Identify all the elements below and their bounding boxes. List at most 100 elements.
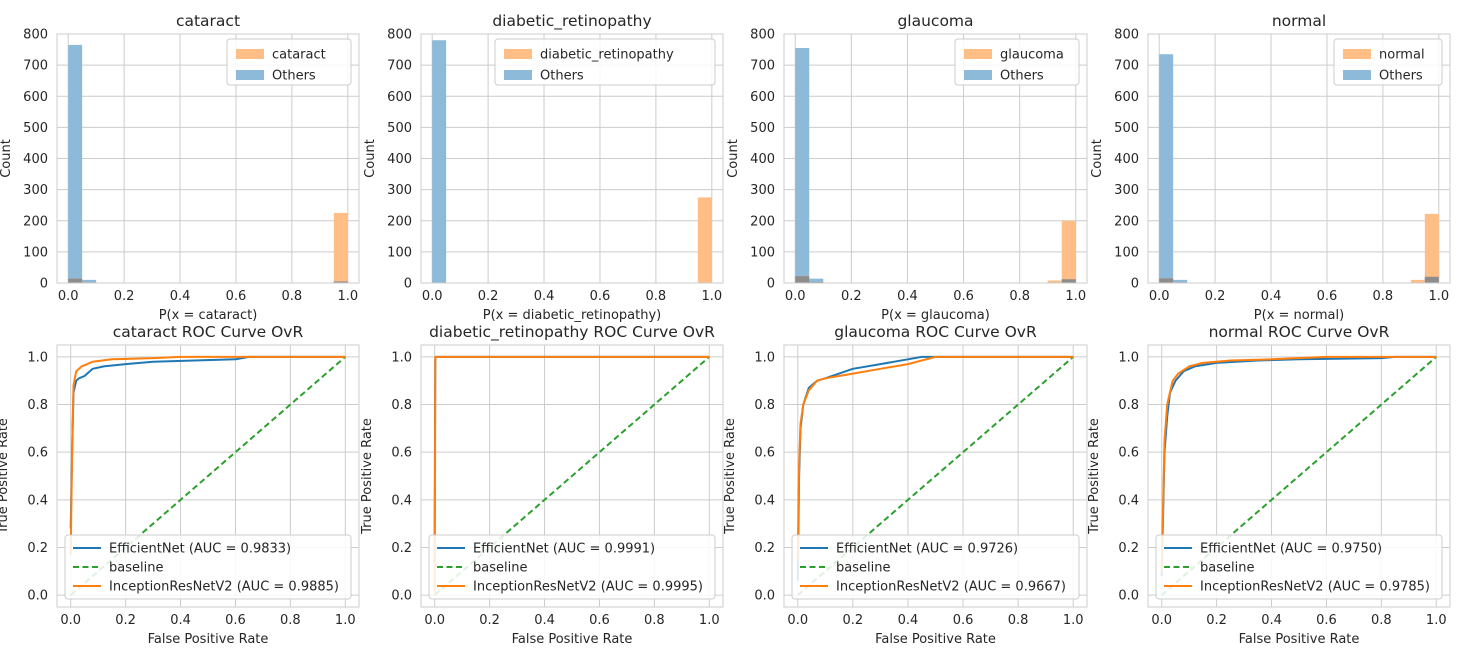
y-tick-label: 0.8 bbox=[391, 398, 412, 413]
legend-label: Others bbox=[272, 69, 316, 84]
x-tick-label: 0.2 bbox=[114, 289, 135, 304]
roc-line-inceptionresnetv2 bbox=[796, 355, 1074, 560]
y-axis-label: True Positive Rate bbox=[1087, 418, 1102, 535]
legend: glaucoma Others bbox=[954, 38, 1080, 86]
y-tick-label: 500 bbox=[750, 121, 775, 136]
x-axis-label: False Positive Rate bbox=[875, 632, 996, 647]
x-tick-label: 0.0 bbox=[422, 289, 443, 304]
y-tick-label: 0.6 bbox=[391, 446, 412, 461]
panel-title: diabetic_retinopathy bbox=[492, 12, 651, 31]
legend-swatch bbox=[964, 49, 992, 59]
roc-panel-2: 0.0 0.2 0.4 0.6 0.8 1.0 0.0 0.2 0.4 0.6 0.8 1.0 diab… bbox=[360, 323, 724, 647]
panel-title: glaucoma ROC Curve OvR bbox=[834, 323, 1037, 341]
bar-overlap bbox=[795, 276, 810, 283]
y-tick-label: 200 bbox=[1114, 214, 1139, 229]
legend-label: EfficientNet (AUC = 0.9726) bbox=[836, 542, 1018, 557]
x-tick-label: 0.8 bbox=[1008, 613, 1029, 628]
axes-frame bbox=[420, 33, 724, 284]
y-tick-label: 300 bbox=[23, 183, 48, 198]
histogram-panel-3: 0.0 0.2 0.4 0.6 0.8 1.0 0 100 200 300 400 500 600 700… bbox=[726, 12, 1088, 323]
legend-label: Others bbox=[1379, 69, 1423, 84]
y-tick-label: 500 bbox=[1114, 121, 1139, 136]
legend-label: baseline bbox=[109, 561, 163, 576]
x-tick-label: 0.8 bbox=[1371, 613, 1392, 628]
x-tick-label: 0.6 bbox=[953, 613, 974, 628]
x-tick-label: 0.2 bbox=[841, 289, 862, 304]
x-tick-label: 0.8 bbox=[282, 289, 303, 304]
x-axis-label: P(x = glaucoma) bbox=[881, 308, 990, 323]
legend-label: baseline bbox=[473, 561, 527, 576]
y-tick-label: 0.6 bbox=[754, 446, 775, 461]
x-tick-label: 0.2 bbox=[478, 289, 499, 304]
bar-class bbox=[1061, 220, 1076, 283]
data-layer bbox=[68, 44, 348, 283]
y-tick-label: 0.8 bbox=[1118, 398, 1139, 413]
panel-title: glaucoma bbox=[897, 12, 973, 30]
y-tick-label: 200 bbox=[750, 214, 775, 229]
legend-swatch bbox=[236, 49, 264, 59]
y-tick-label: 600 bbox=[387, 90, 412, 105]
y-tick-label: 1.0 bbox=[27, 350, 48, 365]
bar-overlap bbox=[333, 281, 348, 283]
y-tick-label: 0.6 bbox=[27, 446, 48, 461]
bar-overlap bbox=[1159, 278, 1174, 283]
y-tick-label: 0.2 bbox=[27, 541, 48, 556]
data-layer bbox=[1159, 54, 1439, 283]
legend-swatch bbox=[236, 70, 264, 80]
legend-label: cataract bbox=[272, 48, 326, 63]
x-tick-label: 0.8 bbox=[1373, 289, 1394, 304]
legend-swatch bbox=[504, 70, 532, 80]
x-tick-label: 0.0 bbox=[785, 289, 806, 304]
x-axis-label: False Positive Rate bbox=[1239, 632, 1360, 647]
roc-line-inceptionresnetv2 bbox=[433, 355, 710, 596]
panel-title: diabetic_retinopathy ROC Curve OvR bbox=[429, 323, 715, 342]
bar-others bbox=[1159, 54, 1174, 283]
histogram-panel-1: 0.0 0.2 0.4 0.6 0.8 1.0 0 100 200 300 400 500 600 700… bbox=[0, 12, 360, 323]
x-tick-label: 0.6 bbox=[589, 613, 610, 628]
y-tick-label: 800 bbox=[1114, 28, 1139, 43]
y-tick-label: 1.0 bbox=[754, 350, 775, 365]
y-tick-label: 100 bbox=[1114, 245, 1139, 260]
legend-swatch bbox=[504, 49, 532, 59]
legend-box bbox=[64, 534, 352, 600]
panel-title: cataract bbox=[176, 12, 240, 30]
y-tick-label: 0.0 bbox=[1118, 589, 1139, 604]
x-tick-label: 0.4 bbox=[897, 289, 918, 304]
x-tick-label: 0.4 bbox=[1261, 613, 1282, 628]
bar-overlap bbox=[68, 278, 83, 283]
x-tick-label: 1.0 bbox=[335, 613, 356, 628]
y-tick-label: 1.0 bbox=[391, 350, 412, 365]
x-tick-label: 0.8 bbox=[280, 613, 301, 628]
panel-title: cataract ROC Curve OvR bbox=[113, 323, 304, 341]
y-tick-label: 700 bbox=[750, 59, 775, 74]
y-tick-label: 400 bbox=[23, 152, 48, 167]
legend-box bbox=[1155, 534, 1443, 600]
x-tick-label: 0.0 bbox=[1149, 289, 1170, 304]
y-tick-label: 1.0 bbox=[1118, 350, 1139, 365]
bar-class bbox=[1047, 280, 1062, 283]
legend-label: InceptionResNetV2 (AUC = 0.9885) bbox=[109, 580, 339, 595]
histogram-panel-2: 0.0 0.2 0.4 0.6 0.8 1.0 0 100 200 300 400 500 600 700… bbox=[363, 12, 724, 323]
x-tick-label: 1.0 bbox=[1063, 613, 1084, 628]
legend: EfficientNet (AUC = 0.9726) baseline Incep… bbox=[791, 534, 1080, 600]
y-tick-label: 0.4 bbox=[391, 493, 412, 508]
x-tick-label: 0.6 bbox=[1317, 289, 1338, 304]
legend-label: Others bbox=[1000, 69, 1044, 84]
legend-box bbox=[494, 38, 716, 86]
x-tick-label: 0.6 bbox=[953, 289, 974, 304]
x-tick-label: 0.8 bbox=[644, 613, 665, 628]
x-tick-label: 1.0 bbox=[699, 613, 720, 628]
y-tick-label: 300 bbox=[750, 183, 775, 198]
legend: cataract Others bbox=[226, 38, 352, 86]
y-tick-label: 700 bbox=[387, 59, 412, 74]
bar-overlap bbox=[1061, 279, 1076, 283]
y-tick-label: 0.8 bbox=[754, 398, 775, 413]
y-tick-label: 0 bbox=[767, 277, 775, 292]
y-axis-label: True Positive Rate bbox=[360, 418, 375, 535]
legend-label: baseline bbox=[1200, 561, 1254, 576]
y-tick-label: 500 bbox=[387, 121, 412, 136]
legend-label: Others bbox=[540, 69, 584, 84]
y-tick-label: 800 bbox=[23, 28, 48, 43]
y-tick-label: 0.4 bbox=[754, 493, 775, 508]
